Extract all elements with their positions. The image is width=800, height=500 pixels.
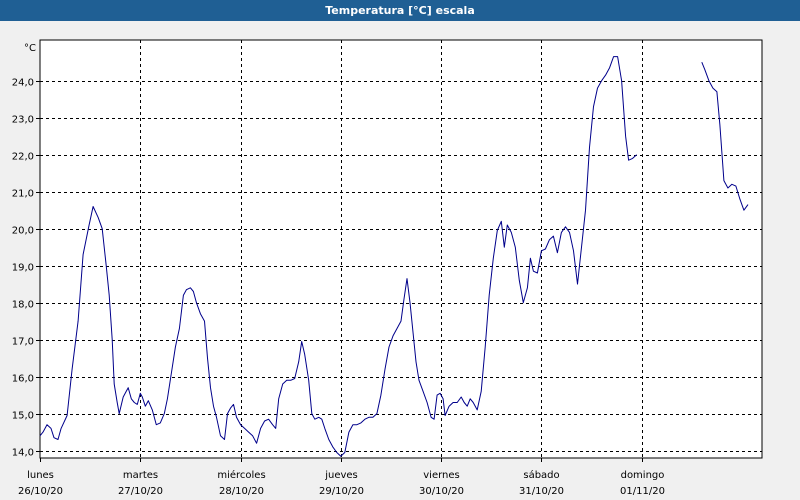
y-tick-label: 20,0	[12, 226, 34, 237]
x-tick-day-label: viernes	[423, 470, 459, 481]
x-tick-day-label: jueves	[324, 470, 358, 481]
x-tick-date-label: 29/10/20	[319, 486, 364, 497]
y-tick-label: 22,0	[12, 152, 34, 163]
x-tick-day-label: domingo	[621, 470, 665, 481]
x-tick-date-label: 28/10/20	[219, 486, 264, 497]
x-tick-date-label: 30/10/20	[419, 486, 464, 497]
temperature-line	[39, 56, 638, 457]
x-tick-day-label: lunes	[27, 470, 54, 481]
y-tick-label: 15,0	[12, 411, 34, 422]
y-tick-label: 17,0	[12, 337, 34, 348]
y-tick-label: 14,0	[12, 448, 34, 459]
x-axis-ticks: lunes 26/10/20 martes 27/10/20 miércoles 28/1…	[18, 458, 665, 497]
temperature-line	[701, 62, 749, 211]
y-tick-label: 21,0	[12, 189, 34, 200]
y-axis-ticks: 14,0 15,0 16,0 17,0 18,0 19,0 20,0 21,0 22,0 23,0…	[12, 78, 40, 459]
y-tick-label: 16,0	[12, 374, 34, 385]
x-tick-date-label: 01/11/20	[620, 486, 665, 497]
temperature-chart: 14,0 15,0 16,0 17,0 18,0 19,0 20,0 21,0 22,0 23,0…	[0, 21, 800, 500]
y-tick-label: 18,0	[12, 300, 34, 311]
grid-lines	[40, 40, 762, 458]
x-tick-day-label: miércoles	[217, 469, 265, 481]
window-title: Temperatura [°C] escala	[0, 0, 800, 21]
y-axis-unit-label: °C	[24, 43, 36, 54]
y-tick-label: 23,0	[12, 115, 34, 126]
x-tick-day-label: sábado	[523, 469, 559, 481]
x-tick-date-label: 26/10/20	[18, 486, 63, 497]
temperature-series	[39, 56, 749, 457]
plot-area	[39, 39, 763, 459]
y-tick-label: 19,0	[12, 263, 34, 274]
y-tick-label: 24,0	[12, 78, 34, 89]
x-tick-date-label: 27/10/20	[118, 486, 163, 497]
x-tick-date-label: 31/10/20	[519, 486, 564, 497]
x-tick-day-label: martes	[123, 470, 158, 481]
